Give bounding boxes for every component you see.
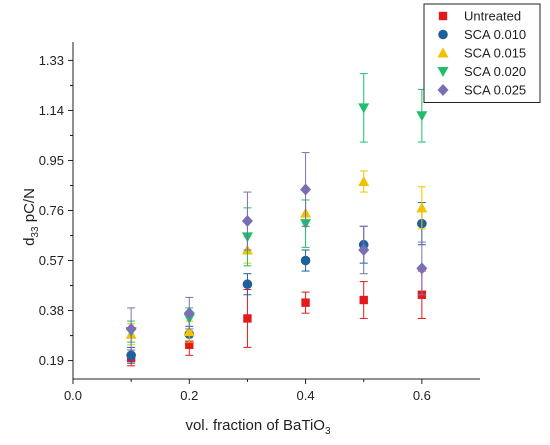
x-tick-label: 0.0 [64, 388, 82, 403]
legend-label: SCA 0.015 [464, 46, 526, 61]
plot-area: 0.0 0.2 0.4 0.6 0.19 0.38 0.57 0.76 0.95 1.14 1.33 [39, 42, 480, 403]
data-point [358, 103, 370, 114]
y-axis-title-subscript: 33 [30, 226, 41, 238]
series-sca-0-020 [125, 73, 428, 343]
data-point [243, 314, 252, 323]
data-point [300, 255, 311, 266]
legend-marker [438, 11, 448, 21]
data-point [300, 183, 312, 196]
data-point [358, 176, 370, 187]
data-point [359, 295, 368, 305]
data-point [185, 340, 194, 349]
data-point [416, 262, 428, 275]
legend-marker [437, 67, 449, 77]
data-point [416, 202, 428, 213]
data-point [416, 111, 428, 122]
y-tick-label: 0.57 [39, 253, 64, 268]
x-tick-label: 0.4 [297, 388, 315, 403]
series-sca-0-010 [126, 202, 427, 364]
x-tick-label: 0.6 [413, 388, 431, 403]
x-tick-label: 0.2 [180, 388, 198, 403]
y-tick-label: 0.95 [39, 153, 64, 168]
y-axis-title-unit: pC/N [21, 188, 38, 226]
data-point [358, 243, 370, 256]
legend-label: SCA 0.025 [464, 83, 526, 98]
series-sca-0-025 [125, 152, 428, 351]
y-tick-label: 0.19 [39, 353, 64, 368]
y-tick-label: 0.76 [39, 203, 64, 218]
data-point [183, 307, 195, 320]
legend-marker [438, 29, 448, 40]
y-tick-label: 1.33 [39, 53, 64, 68]
data-point [241, 215, 253, 228]
data-point [301, 298, 310, 307]
y-tick-label: 1.14 [39, 103, 64, 118]
x-axis-title-main: vol. fraction of BaTiO [185, 417, 325, 434]
series-sca-0-015 [125, 170, 428, 346]
series-untreated [126, 270, 427, 367]
legend-marker [437, 84, 449, 96]
svg-text:d33 pC/N: d33 pC/N [21, 188, 41, 246]
data-point [125, 322, 137, 335]
y-axis-title: d33 pC/N [21, 188, 41, 246]
data-point [242, 279, 253, 290]
legend-label: SCA 0.020 [464, 64, 526, 79]
legend: Untreated SCA 0.010 SCA 0.015 SCA 0.020 SCA … [423, 3, 541, 103]
data-point [126, 350, 136, 361]
data-point [183, 326, 195, 337]
y-axis-title-main: d [21, 238, 38, 246]
legend-label: Untreated [464, 9, 521, 24]
x-axis-title-subscript: 3 [325, 426, 331, 437]
y-tick-label: 0.38 [39, 303, 64, 318]
legend-marker [437, 47, 449, 58]
x-axis-title: vol. fraction of BaTiO3 [185, 417, 331, 437]
legend-label: SCA 0.010 [464, 27, 526, 42]
